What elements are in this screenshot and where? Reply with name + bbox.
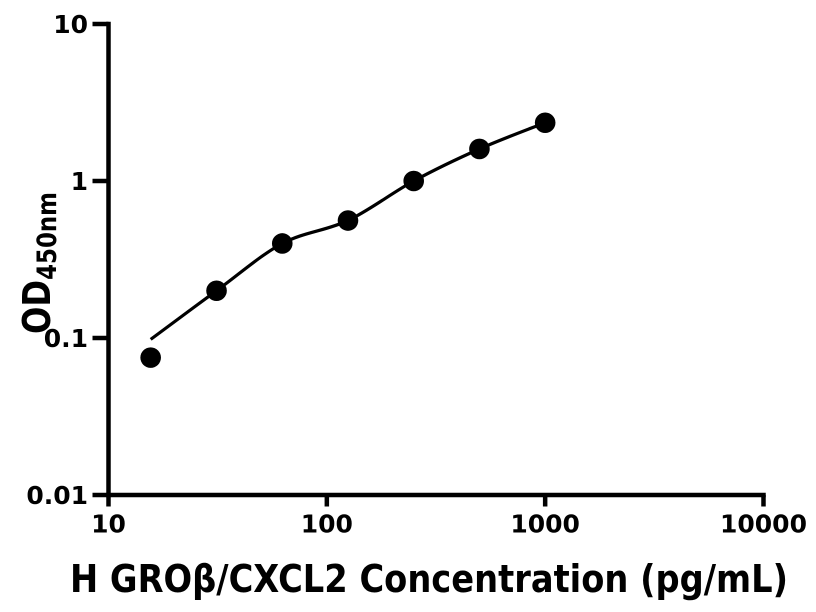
- data-point-marker: [206, 280, 227, 302]
- data-point-marker: [271, 233, 293, 254]
- y-axis-tick-label: 0.01: [26, 481, 88, 510]
- data-point-marker: [534, 112, 556, 134]
- y-axis-tick-label: 0.1: [44, 324, 88, 353]
- data-point-marker: [140, 347, 161, 368]
- x-axis-tick-label: 100: [301, 510, 353, 539]
- data-point-marker: [469, 138, 490, 160]
- x-axis-tick-label: 1000: [510, 510, 580, 539]
- y-axis-title-sub: 450nm: [32, 192, 63, 280]
- data-points: [140, 112, 556, 368]
- y-axis-tick-label: 10: [53, 10, 88, 39]
- x-axis-ticks: [106, 495, 766, 507]
- y-axis-tick-label: 1: [71, 167, 88, 196]
- x-axis-title: H GROβ/CXCL2 Concentration (pg/mL): [70, 557, 788, 601]
- y-axis-tick-labels: 10 1 0.1 0.01: [26, 10, 88, 510]
- y-axis-ticks: [92, 21, 109, 498]
- y-axis-title: OD450nm: [15, 192, 63, 334]
- x-axis-tick-label: 10000: [720, 510, 807, 539]
- x-axis-tick-label: 10: [91, 510, 126, 539]
- y-axis-title-main: OD: [15, 280, 59, 334]
- x-axis-tick-labels: 10 100 1000 10000: [91, 510, 807, 539]
- data-point-marker: [403, 170, 425, 192]
- data-point-marker: [337, 210, 359, 231]
